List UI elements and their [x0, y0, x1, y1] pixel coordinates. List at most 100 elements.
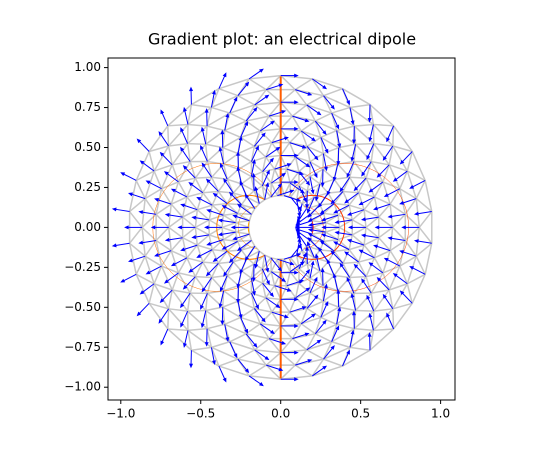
mesh-edge — [272, 143, 281, 156]
mesh-edge — [343, 191, 359, 192]
mesh-edge — [195, 177, 211, 178]
mesh-edge — [241, 271, 251, 278]
contour — [273, 224, 281, 232]
mesh-edge — [354, 124, 373, 126]
arrow-head — [112, 207, 117, 211]
mesh-edge — [393, 309, 394, 329]
mesh-edge — [296, 293, 310, 298]
mesh-edge — [301, 324, 315, 334]
mesh-edge — [169, 144, 188, 146]
arrow-head — [128, 193, 133, 197]
contour — [281, 222, 292, 233]
contour — [281, 223, 290, 232]
arrow-head — [322, 366, 327, 370]
mesh-edge — [364, 197, 374, 210]
mesh-edge — [236, 232, 250, 234]
mesh-edge — [197, 245, 212, 250]
mesh-edge — [195, 161, 207, 178]
mesh-edge — [374, 144, 393, 146]
arrow-head — [218, 219, 223, 223]
contour — [255, 215, 281, 241]
mesh-edge — [334, 204, 349, 206]
arrow-shaft — [160, 309, 168, 321]
mesh-edge — [188, 126, 207, 144]
mesh-edge — [350, 177, 366, 178]
mesh-edge — [405, 214, 419, 227]
contour — [266, 220, 280, 234]
mesh-edge — [241, 197, 247, 205]
arrow-shaft — [202, 130, 205, 145]
contour — [262, 218, 280, 236]
y-tick-label: 1.00 — [74, 60, 101, 74]
contour — [281, 223, 289, 231]
mesh-edge — [352, 227, 366, 235]
arrow-shaft — [185, 330, 188, 345]
mesh-edge — [169, 217, 183, 227]
mesh-edge — [178, 162, 190, 182]
mesh-edge — [183, 217, 196, 227]
mesh-edge — [219, 89, 238, 96]
contour — [274, 224, 281, 231]
mesh-edge — [338, 215, 352, 220]
mesh-edge — [168, 329, 188, 330]
mesh-edge — [295, 79, 312, 90]
mesh-edge — [354, 329, 373, 331]
contour — [272, 223, 281, 232]
mesh-edge — [238, 146, 254, 153]
arrow-shaft — [202, 311, 205, 326]
contour — [268, 221, 281, 234]
arrow-head — [138, 241, 143, 245]
mesh-edge — [238, 240, 252, 241]
mesh-edge — [324, 240, 338, 242]
mesh-edge — [323, 276, 334, 286]
x-tick-label: −0.5 — [186, 407, 215, 421]
mesh-edge — [188, 311, 206, 312]
arrow-head — [361, 217, 366, 221]
mesh-edge — [241, 308, 255, 317]
arrow-head — [387, 236, 392, 240]
mesh-edge — [301, 317, 321, 323]
mesh-edge — [230, 334, 246, 342]
arrow-head — [177, 225, 182, 229]
mesh-edge — [236, 223, 249, 228]
mesh-edge — [203, 193, 212, 205]
mesh-edge — [324, 359, 343, 366]
mesh-edge — [230, 113, 246, 121]
mesh-edge — [168, 309, 169, 329]
arrow-head — [334, 231, 339, 235]
mesh-edge — [292, 105, 306, 116]
y-tick-label: 0.75 — [74, 100, 101, 114]
arrow-head — [361, 234, 366, 238]
arrow-head — [414, 212, 419, 216]
arrow-head — [189, 364, 193, 369]
mesh-edge — [338, 235, 352, 240]
mesh-edge — [366, 277, 371, 293]
arrow-head — [321, 225, 326, 229]
mesh-edge — [366, 162, 371, 178]
mesh-edge — [188, 144, 206, 145]
arrow-head — [322, 85, 327, 89]
mesh-edge — [195, 227, 197, 245]
arrow-head — [112, 243, 117, 247]
mesh-edge — [222, 227, 223, 239]
mesh-edge — [206, 144, 223, 147]
arrow-shaft — [115, 209, 130, 211]
mesh-edge — [130, 227, 142, 243]
mesh-edge — [183, 197, 187, 217]
mesh-edge — [337, 311, 356, 325]
mesh-edge — [188, 311, 207, 329]
mesh-edge — [287, 272, 290, 286]
mesh-edge — [343, 191, 349, 205]
mesh-edge — [349, 245, 364, 250]
arrow-shaft — [334, 164, 337, 179]
contour — [281, 224, 288, 231]
mesh-edge — [334, 250, 349, 252]
arrow-shaft — [123, 274, 136, 281]
arrow-shaft — [123, 174, 136, 181]
mesh-edge — [405, 227, 419, 240]
mesh-edge — [343, 250, 349, 264]
mesh-edge — [259, 200, 264, 204]
mesh-edge — [337, 126, 355, 130]
arrow-head — [308, 223, 313, 227]
contour — [281, 221, 294, 234]
